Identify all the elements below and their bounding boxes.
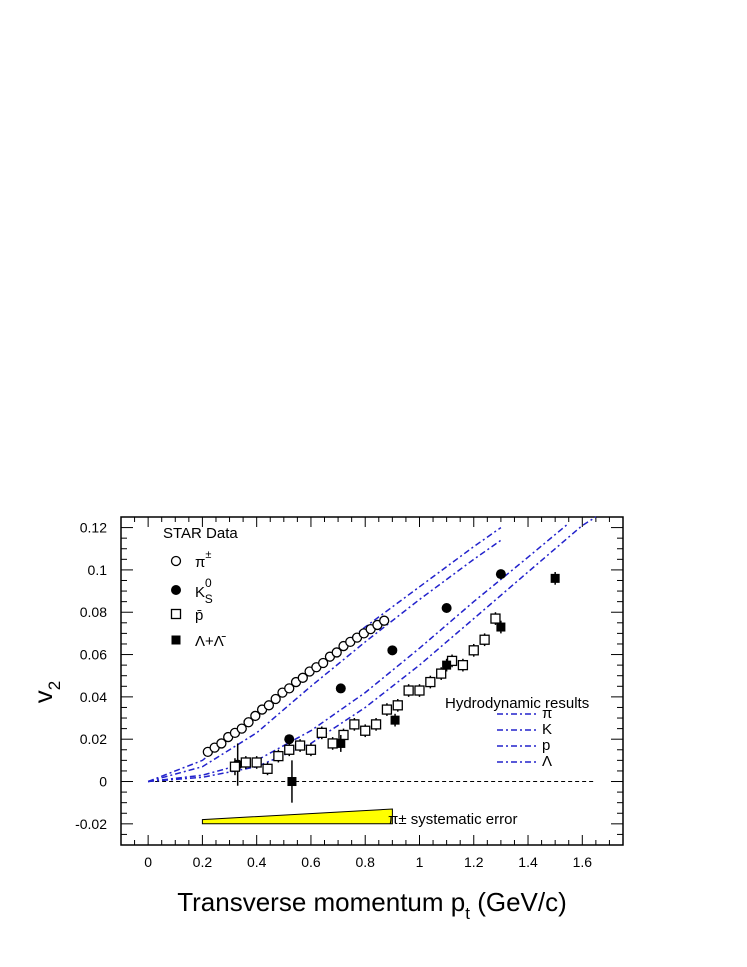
data-point: [390, 715, 400, 725]
legend-label: K0 S: [195, 576, 213, 606]
data-point: [550, 573, 560, 583]
data-point: [468, 645, 479, 656]
legend-data-title: STAR Data: [163, 525, 238, 542]
data-point: [436, 668, 447, 679]
data-point: [370, 719, 382, 730]
legend-marker: [171, 635, 181, 645]
x-tick-label: 1.4: [518, 854, 538, 870]
y-tick-label: 0.02: [80, 731, 107, 747]
legend-hydro-title: Hydrodynamic results: [445, 695, 589, 712]
data-point: [270, 693, 281, 705]
hydro-legend-label: π: [542, 705, 552, 722]
data-point: [297, 672, 308, 683]
data-point: [490, 613, 501, 624]
x-tick-label: 0: [144, 854, 152, 870]
data-point: [496, 622, 506, 632]
hydro-legend-label: p: [542, 737, 550, 754]
data-point: [262, 763, 273, 774]
plot-frame: [120, 516, 624, 846]
data-point: [294, 740, 306, 751]
data-point: [414, 685, 425, 696]
data-point: [284, 744, 295, 755]
hydro-legend-label: Λ: [542, 753, 552, 770]
data-point: [240, 757, 251, 768]
hydro-curve: [148, 522, 570, 783]
data-point: [284, 734, 295, 745]
data-point: [379, 615, 390, 626]
legend-marker: [171, 585, 181, 595]
systematic-error-band: [201, 808, 393, 825]
data-point: [316, 727, 327, 738]
x-tick-label: 1: [416, 854, 424, 870]
data-points-layer: [202, 569, 560, 803]
data-point: [305, 744, 317, 755]
data-point: [381, 704, 393, 715]
y-tick-label: -0.02: [75, 816, 107, 832]
x-tick-label: 1.6: [573, 854, 593, 870]
data-point: [236, 723, 247, 734]
data-point: [273, 750, 284, 762]
y-tick-label: 0.04: [80, 689, 107, 705]
y-tick-label: 0.08: [80, 604, 107, 620]
legend-label: π±: [195, 549, 211, 571]
legend-label: p̄: [195, 607, 203, 624]
data-point: [425, 676, 436, 688]
data-point: [331, 647, 342, 658]
x-axis-title: Transverse momentum pt (GeV/c): [177, 887, 567, 923]
data-point: [251, 757, 262, 768]
data-point: [327, 738, 338, 749]
x-tick-label: 1.2: [464, 854, 484, 870]
data-point: [349, 719, 360, 730]
data-point: [263, 700, 275, 711]
hydro-curve: [148, 516, 597, 783]
systematic-error-label: π± systematic error: [388, 811, 517, 828]
data-point: [336, 738, 346, 748]
y-axis-title: v2: [28, 681, 64, 703]
data-point: [442, 660, 452, 670]
legend-marker: [170, 608, 182, 620]
data-point: [392, 700, 403, 711]
data-point: [216, 738, 227, 749]
y-tick-label: 0.12: [80, 520, 107, 536]
ticks-layer: 0 0.2 0.4 0.6 0.8 1 1.2 1.4 1.6 -0.02 0 0.02 0.04 0.0…: [75, 516, 623, 870]
x-tick-label: 0.2: [193, 854, 213, 870]
y-tick-label: 0.06: [80, 647, 107, 663]
data-point: [318, 657, 329, 669]
data-point: [495, 569, 506, 580]
data-point: [387, 645, 398, 656]
data-point: [243, 717, 254, 728]
x-tick-label: 0.8: [355, 854, 375, 870]
y-tick-label: 0.1: [88, 562, 108, 578]
systematic-band-layer: [201, 808, 393, 825]
x-tick-label: 0.6: [301, 854, 321, 870]
hydro-curve: [147, 539, 502, 783]
data-point: [250, 710, 261, 722]
legend-marker: [170, 555, 182, 567]
y-tick-label: 0: [99, 774, 107, 790]
data-point: [479, 634, 490, 645]
hydro-legend-label: K: [542, 721, 552, 738]
x-tick-label: 0.4: [247, 854, 267, 870]
data-point: [229, 761, 241, 772]
data-point: [360, 725, 371, 736]
data-point: [284, 683, 295, 694]
data-point: [441, 602, 452, 613]
data-point: [403, 685, 414, 696]
data-point: [457, 659, 469, 671]
data-point: [335, 683, 346, 694]
legend-label: Λ+Λ̄: [195, 633, 226, 650]
data-point: [287, 777, 297, 787]
